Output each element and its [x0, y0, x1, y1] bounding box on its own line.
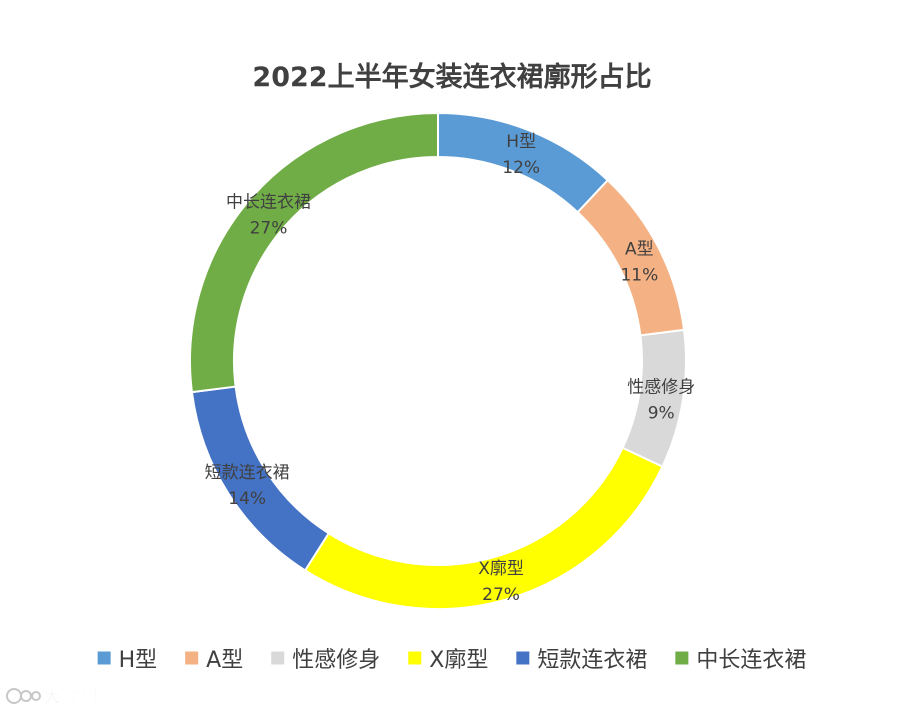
slice-category-label: 中长连衣裙: [226, 193, 311, 213]
slice-category-label: 性感修身: [627, 377, 695, 397]
legend-item: 性感修身: [271, 648, 380, 673]
legend-label: A型: [206, 648, 243, 673]
legend-item: 短款连衣裙: [516, 648, 647, 673]
slice-value-label: 27%: [482, 585, 520, 605]
legend-swatch: [185, 651, 199, 665]
chart-title: 2022上半年女装连衣裙廓形占比: [252, 61, 651, 93]
slice-category-label: H型: [506, 132, 536, 152]
slice-value-label: 14%: [228, 489, 266, 509]
legend-swatch: [271, 651, 285, 665]
legend: H型 A型 性感修身 X廓型 短款连衣裙 中长连衣裙: [97, 648, 806, 673]
watermark-text: 大数跨境: [44, 687, 108, 706]
legend-label: X廓型: [429, 648, 488, 673]
slice-category-label: 短款连衣裙: [205, 463, 290, 483]
slice-value-label: 27%: [250, 219, 288, 239]
slice-labels: H型 12% A型 11% 性感修身 9% X廓型 27% 短款连衣裙 14% 中长连衣裙 27%: [205, 132, 696, 605]
slice-6: [189, 111, 439, 394]
legend-swatch: [408, 651, 422, 665]
slice-category-label: X廓型: [478, 559, 524, 579]
slice-value-label: 12%: [502, 158, 540, 178]
legend-label: H型: [119, 648, 158, 673]
legend-item: X廓型: [408, 648, 488, 673]
legend-label: 中长连衣裙: [696, 648, 806, 673]
watermark-logo-icon: [6, 688, 41, 704]
legend-swatch: [675, 651, 689, 665]
donut-slices: [189, 111, 687, 610]
legend-swatch: [97, 651, 111, 665]
legend-item: 中长连衣裙: [675, 648, 806, 673]
slice-category-label: A型: [625, 239, 654, 259]
legend-swatch: [516, 651, 530, 665]
legend-item: H型: [97, 648, 158, 673]
legend-label: 短款连衣裙: [537, 648, 647, 673]
legend-item: A型: [185, 648, 243, 673]
slice-value-label: 11%: [620, 265, 658, 285]
legend-label: 性感修身: [292, 648, 380, 673]
slice-3: [621, 328, 687, 468]
slice-value-label: 9%: [648, 403, 675, 423]
watermark: 大数跨境: [6, 687, 108, 706]
